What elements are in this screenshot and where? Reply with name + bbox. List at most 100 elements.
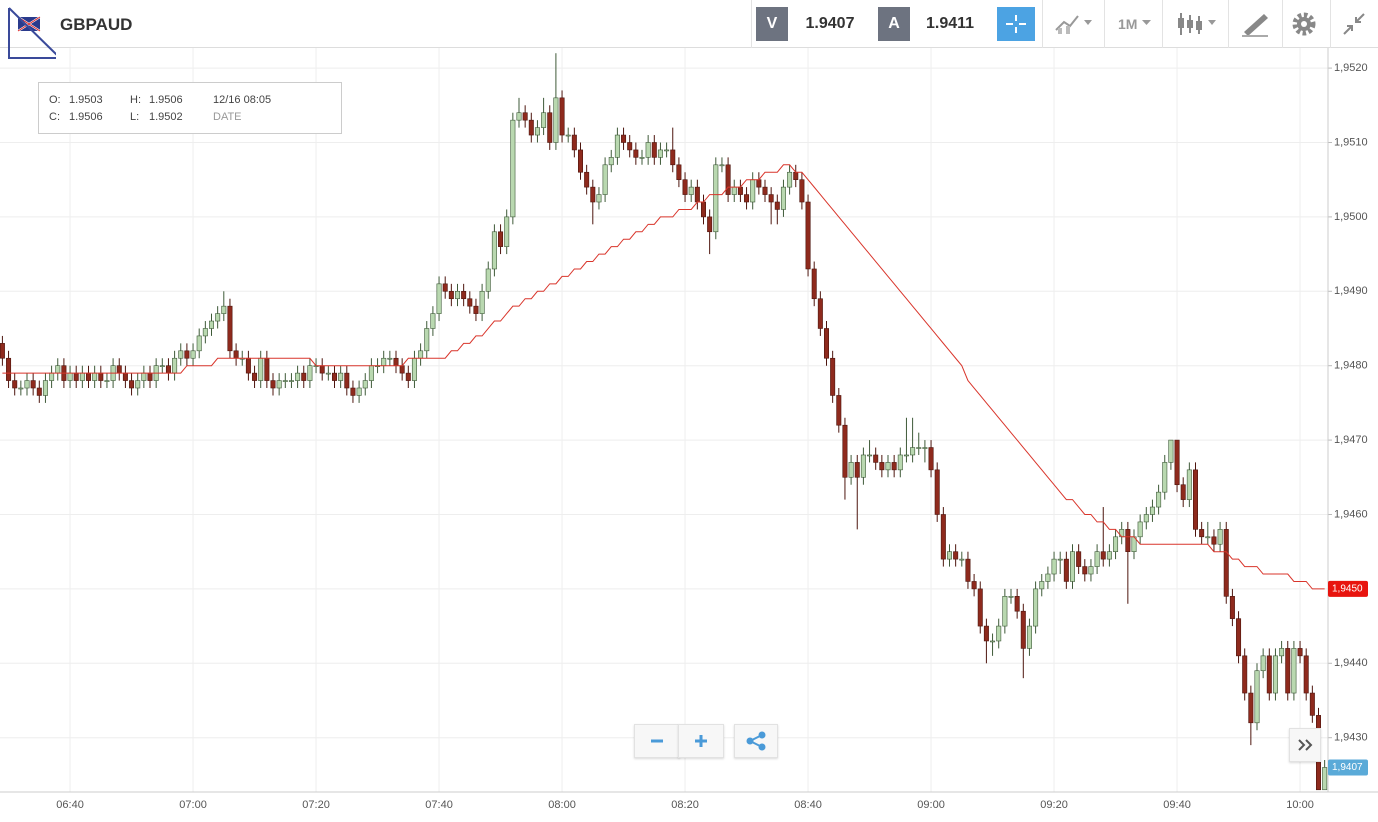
candle-body <box>399 365 405 374</box>
chart-type-button[interactable] <box>1172 0 1220 48</box>
candle-body <box>264 357 270 381</box>
candle-body <box>873 454 879 463</box>
indicator-button[interactable] <box>1050 0 1098 48</box>
share-button[interactable] <box>734 724 778 758</box>
candle-body <box>1125 529 1131 552</box>
zoom-out-button[interactable] <box>634 724 680 758</box>
candle-body <box>1143 514 1149 523</box>
info-value: 1.9502 <box>149 111 183 123</box>
candle-body <box>350 387 356 396</box>
candle-body <box>571 134 577 151</box>
x-tick-label: 09:00 <box>917 799 945 811</box>
info-value: 1.9506 <box>149 94 183 106</box>
candle-body <box>116 365 122 374</box>
y-tick-label: 1,9430 <box>1334 732 1368 744</box>
x-tick-label: 09:20 <box>1040 799 1068 811</box>
candle-body <box>221 305 227 314</box>
candle-body <box>491 231 497 270</box>
buy-label[interactable]: A <box>878 7 910 41</box>
y-tick-label: 1,9460 <box>1334 508 1368 520</box>
zoom-in-button[interactable] <box>678 724 724 758</box>
candle-body <box>18 387 24 390</box>
candle-body <box>737 186 743 195</box>
candle-body <box>1236 618 1242 657</box>
candle-body <box>325 372 331 375</box>
candle-body <box>245 357 251 374</box>
candle-body <box>295 372 301 381</box>
candle-body <box>338 372 344 381</box>
candle-body <box>510 119 516 218</box>
y-tick-label: 1,9480 <box>1334 360 1368 372</box>
candle-body <box>196 335 202 352</box>
candle-body <box>252 372 258 381</box>
candle-body <box>454 290 460 300</box>
draw-button[interactable] <box>1236 0 1276 48</box>
candle-body <box>6 357 12 381</box>
candle-body <box>522 112 528 121</box>
candle-body <box>793 171 799 180</box>
candle-body <box>940 514 946 560</box>
y-tick-label: 1,9520 <box>1334 62 1368 74</box>
candle-body <box>79 372 85 381</box>
candle-body <box>848 462 854 478</box>
crosshair-button[interactable] <box>997 7 1035 41</box>
y-tick-label: 1,9490 <box>1334 285 1368 297</box>
candle-body <box>381 357 387 366</box>
candle-body <box>1322 767 1328 791</box>
candle-body <box>867 454 873 457</box>
candle-body <box>1168 439 1174 463</box>
candle-body <box>1248 692 1254 724</box>
candle-body <box>1211 536 1217 545</box>
candle-body <box>830 357 836 396</box>
candle-body <box>498 231 504 247</box>
candle-body <box>36 387 42 396</box>
candle-body <box>645 142 651 158</box>
candle-body <box>202 328 208 337</box>
candle-body <box>651 142 657 158</box>
candle-body <box>288 380 294 382</box>
ma-price-tag-label: 1,9450 <box>1332 584 1363 595</box>
last-price-tag <box>1328 759 1368 776</box>
candle-body <box>1002 596 1008 627</box>
y-tick-label: 1,9440 <box>1334 657 1368 669</box>
candle-body <box>393 357 399 366</box>
candle-body <box>1020 610 1026 649</box>
sell-label[interactable]: V <box>756 7 788 41</box>
candle-body <box>405 372 411 381</box>
candle-body <box>854 462 860 478</box>
candle-body <box>910 447 916 456</box>
candle-body <box>1199 529 1205 538</box>
timeframe[interactable]: 1M <box>1118 16 1138 32</box>
candle-body <box>725 164 731 195</box>
info-label: H: <box>130 94 141 106</box>
candle-body <box>694 186 700 203</box>
candle-body <box>276 380 282 389</box>
candle-body <box>1180 484 1186 500</box>
ohlc-info: O: 1.9503 H: 1.9506 12/16 08:05 C: 1.950… <box>38 82 342 134</box>
candle-body <box>1217 529 1223 545</box>
candle-body <box>55 365 61 374</box>
candle-body <box>897 454 903 471</box>
settings-button[interactable] <box>1284 0 1324 48</box>
candle-body <box>565 134 571 137</box>
candle-body <box>331 372 337 381</box>
candle-body <box>73 372 79 381</box>
candle-body <box>744 194 750 203</box>
candle-body <box>301 372 307 381</box>
candle-body <box>1057 558 1063 561</box>
collapse-button[interactable] <box>1336 0 1376 48</box>
candle-body <box>657 149 663 158</box>
candle-body <box>92 372 98 381</box>
scroll-end-button[interactable] <box>1289 728 1321 762</box>
last-price-tag-label: 1,9407 <box>1332 762 1363 773</box>
candle-body <box>559 97 565 136</box>
candle-body <box>1045 573 1051 582</box>
sell-price[interactable]: 1.9407 <box>805 15 855 32</box>
buy-price[interactable]: 1.9411 <box>925 15 975 32</box>
candle-body <box>1162 462 1168 493</box>
candle-body <box>953 551 959 560</box>
candle-body <box>1088 566 1094 575</box>
candle-body <box>1254 670 1260 724</box>
